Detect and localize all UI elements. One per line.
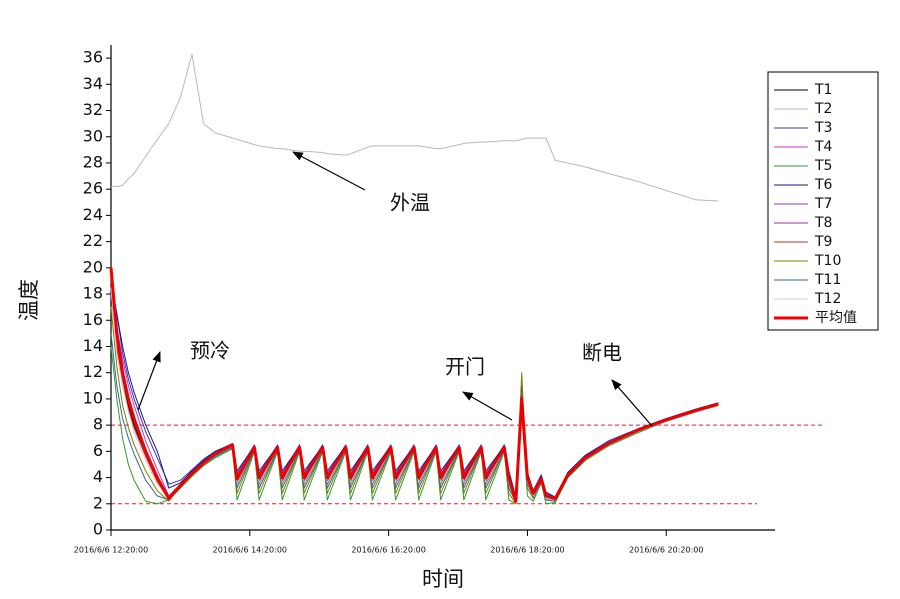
y-tick-label: 8 <box>93 415 103 434</box>
y-tick-label: 2 <box>93 493 103 512</box>
y-tick-label: 20 <box>83 257 103 276</box>
legend-label: T10 <box>814 253 841 269</box>
annotation: 开门 <box>445 355 485 379</box>
annotation-arrow <box>137 350 161 411</box>
y-tick-label: 30 <box>83 126 103 145</box>
series-line <box>110 274 719 503</box>
y-tick-label: 32 <box>83 100 103 119</box>
x-tick-label: 2016/6/6 18:20:00 <box>490 546 564 555</box>
y-tick-label: 16 <box>83 310 103 329</box>
y-tick-label: 4 <box>93 467 103 486</box>
series-line <box>110 280 719 503</box>
legend-label: T4 <box>814 139 833 155</box>
y-tick-label: 6 <box>93 441 103 460</box>
x-axis-label: 时间 <box>422 567 464 591</box>
legend-label: T3 <box>814 120 832 136</box>
annotation-arrow <box>292 151 366 191</box>
y-tick-label: 28 <box>83 152 103 171</box>
y-tick-label: 22 <box>83 231 103 250</box>
annotation-arrow <box>462 391 513 421</box>
series-line <box>110 346 719 505</box>
y-axis-label: 温度 <box>17 279 41 321</box>
legend-label: T7 <box>814 196 832 212</box>
legend-box <box>767 71 879 331</box>
legend-label: T6 <box>814 177 833 193</box>
series-line <box>111 53 719 202</box>
series-line <box>110 287 719 503</box>
legend-label: T5 <box>814 158 832 174</box>
x-tick-label: 2016/6/6 14:20:00 <box>213 546 287 555</box>
legend-label: 平均值 <box>815 310 857 326</box>
y-tick-label: 14 <box>83 336 103 355</box>
y-tick-label: 36 <box>83 48 103 67</box>
legend-label: T8 <box>814 215 832 231</box>
y-tick-label: 10 <box>83 388 103 407</box>
annotation: 断电 <box>582 341 622 365</box>
legend-label: T1 <box>814 82 832 98</box>
x-tick-label: 2016/6/6 20:20:00 <box>629 546 703 555</box>
series-line <box>109 267 719 503</box>
y-tick-label: 18 <box>83 284 103 303</box>
legend-label: T9 <box>814 234 832 250</box>
annotation: 外温 <box>390 191 430 215</box>
legend-label: T11 <box>814 272 841 288</box>
series-line <box>110 307 719 505</box>
y-tick-label: 12 <box>83 362 103 381</box>
y-tick-label: 26 <box>83 179 103 198</box>
y-tick-label: 24 <box>83 205 103 224</box>
x-tick-label: 2016/6/6 16:20:00 <box>351 546 425 555</box>
y-tick-label: 0 <box>93 520 103 539</box>
y-tick-label: 34 <box>83 74 103 93</box>
annotation-arrow <box>611 379 653 427</box>
legend-label: T12 <box>814 291 841 307</box>
annotation: 预冷 <box>190 339 230 363</box>
x-tick-label: 2016/6/6 12:20:00 <box>74 546 148 555</box>
legend-label: T2 <box>814 101 832 117</box>
